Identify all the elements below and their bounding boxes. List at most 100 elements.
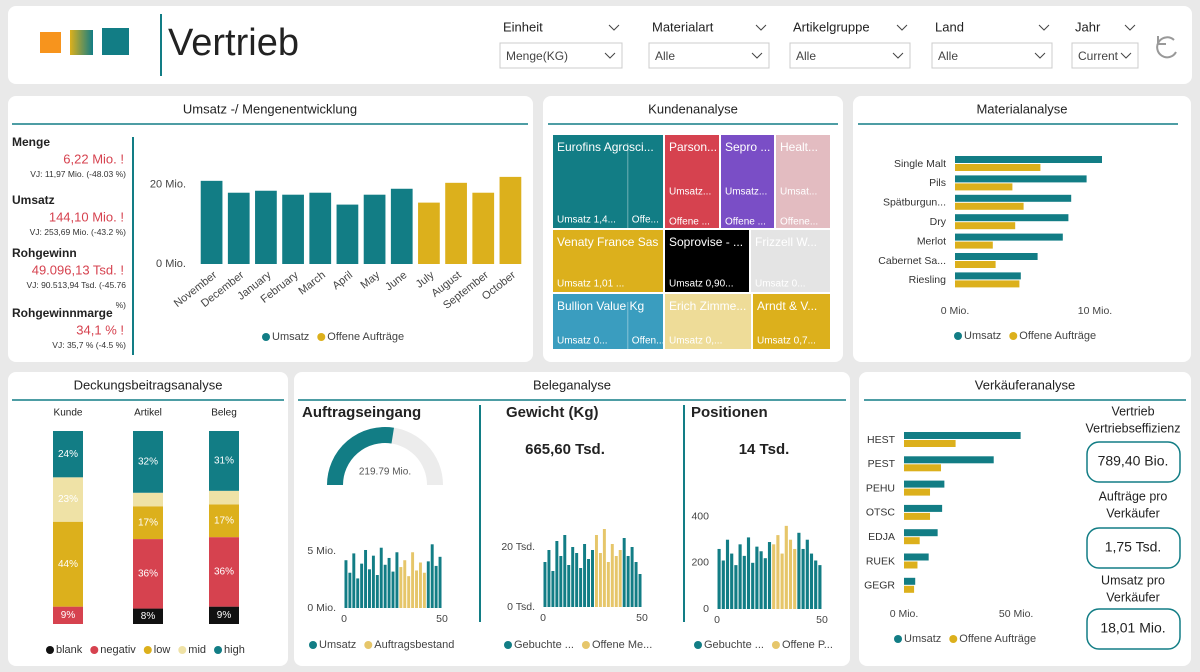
filter-dropdown[interactable]: [1071, 42, 1139, 69]
bar[interactable]: [955, 194, 1072, 202]
bar[interactable]: [547, 550, 551, 607]
bar[interactable]: [579, 568, 583, 607]
filter-dropdown[interactable]: [789, 42, 911, 69]
bar[interactable]: [955, 272, 1021, 280]
bar[interactable]: [793, 548, 797, 609]
bar[interactable]: [309, 192, 332, 264]
bar[interactable]: [430, 544, 434, 608]
bar[interactable]: [399, 567, 403, 608]
bar[interactable]: [776, 535, 780, 609]
bar[interactable]: [364, 549, 368, 608]
bar[interactable]: [422, 572, 426, 608]
bar[interactable]: [904, 456, 994, 464]
bar[interactable]: [730, 553, 734, 609]
bar[interactable]: [602, 529, 606, 607]
bar[interactable]: [391, 571, 395, 608]
bar[interactable]: [788, 539, 793, 609]
bar[interactable]: [904, 577, 916, 585]
bar[interactable]: [543, 562, 547, 607]
bar[interactable]: [618, 550, 622, 607]
bar[interactable]: [955, 233, 1063, 241]
bar[interactable]: [563, 535, 567, 607]
bar[interactable]: [759, 551, 763, 609]
bar[interactable]: [415, 570, 418, 608]
bar[interactable]: [598, 553, 602, 607]
bar[interactable]: [375, 575, 379, 608]
bar[interactable]: [955, 253, 1038, 260]
bar[interactable]: [767, 542, 772, 609]
treemap-tile[interactable]: [721, 135, 774, 228]
bar[interactable]: [904, 464, 942, 472]
bar[interactable]: [227, 192, 250, 264]
bar[interactable]: [591, 550, 594, 607]
bar-segment[interactable]: [133, 506, 163, 540]
bar[interactable]: [805, 539, 809, 609]
filter-dropdown[interactable]: [648, 42, 770, 69]
bar[interactable]: [614, 556, 618, 607]
bar[interactable]: [352, 553, 356, 608]
bar[interactable]: [763, 558, 767, 609]
bar[interactable]: [551, 571, 555, 607]
bar[interactable]: [904, 504, 943, 512]
bar[interactable]: [438, 556, 442, 608]
bar[interactable]: [818, 565, 822, 609]
bar[interactable]: [418, 202, 440, 264]
bar[interactable]: [594, 535, 598, 607]
bar[interactable]: [904, 432, 1021, 439]
bar[interactable]: [725, 539, 730, 609]
bar[interactable]: [742, 555, 746, 609]
bar[interactable]: [904, 553, 929, 561]
bar[interactable]: [445, 182, 467, 264]
treemap-tile[interactable]: [776, 135, 830, 228]
bar[interactable]: [255, 190, 277, 264]
bar-segment[interactable]: [53, 606, 83, 624]
bar[interactable]: [738, 544, 742, 609]
filter-dropdown[interactable]: [931, 42, 1053, 69]
bar-segment[interactable]: [209, 504, 239, 538]
bar[interactable]: [356, 578, 360, 608]
treemap-tile[interactable]: [665, 230, 749, 292]
bar[interactable]: [610, 544, 614, 607]
bar[interactable]: [559, 556, 563, 607]
reset-button[interactable]: [1156, 36, 1177, 59]
bar[interactable]: [955, 164, 1041, 171]
bar[interactable]: [904, 440, 956, 447]
bar-segment[interactable]: [209, 431, 239, 491]
treemap-tile[interactable]: [553, 294, 663, 349]
bar[interactable]: [368, 569, 371, 608]
treemap-tile[interactable]: [751, 230, 830, 292]
bar[interactable]: [755, 546, 759, 609]
bar-segment[interactable]: [133, 431, 163, 493]
bar[interactable]: [379, 547, 383, 608]
bar-segment[interactable]: [209, 490, 239, 505]
bar-segment[interactable]: [53, 477, 83, 522]
bar[interactable]: [904, 529, 938, 537]
bar[interactable]: [282, 194, 304, 264]
bar[interactable]: [395, 552, 399, 608]
bar[interactable]: [371, 555, 375, 608]
bar[interactable]: [434, 565, 438, 608]
bar[interactable]: [955, 214, 1069, 222]
bar[interactable]: [634, 562, 638, 607]
bar[interactable]: [955, 241, 993, 249]
bar[interactable]: [638, 574, 642, 607]
bar[interactable]: [721, 560, 725, 610]
bar[interactable]: [751, 562, 755, 609]
bar-segment[interactable]: [53, 431, 83, 478]
bar[interactable]: [571, 547, 575, 607]
bar[interactable]: [955, 156, 1102, 163]
bar[interactable]: [587, 559, 591, 607]
bar[interactable]: [387, 557, 391, 608]
bar-segment[interactable]: [209, 606, 239, 624]
treemap-tile[interactable]: [665, 135, 719, 228]
bar[interactable]: [955, 202, 1024, 210]
bar[interactable]: [344, 560, 348, 608]
bar[interactable]: [717, 548, 721, 609]
bar[interactable]: [403, 560, 407, 608]
bar[interactable]: [411, 552, 415, 608]
bar[interactable]: [383, 564, 387, 608]
bar[interactable]: [772, 544, 776, 609]
bar[interactable]: [814, 560, 818, 610]
bar[interactable]: [955, 280, 1020, 288]
bar[interactable]: [955, 183, 1013, 191]
